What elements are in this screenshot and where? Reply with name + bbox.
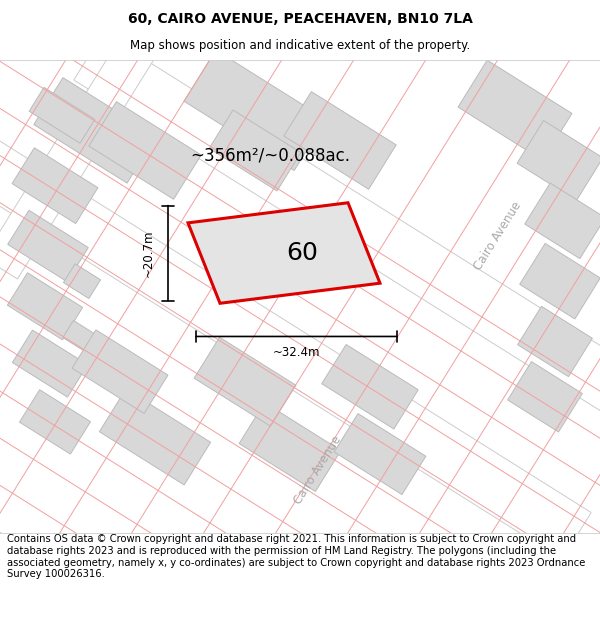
Polygon shape bbox=[334, 414, 426, 494]
Polygon shape bbox=[74, 33, 600, 559]
Text: 60: 60 bbox=[286, 241, 318, 265]
Polygon shape bbox=[12, 148, 98, 224]
Polygon shape bbox=[100, 389, 211, 485]
Polygon shape bbox=[209, 110, 301, 191]
Polygon shape bbox=[188, 202, 380, 303]
Polygon shape bbox=[7, 272, 83, 340]
Text: ~32.4m: ~32.4m bbox=[273, 346, 320, 359]
Polygon shape bbox=[508, 362, 583, 432]
Polygon shape bbox=[63, 321, 97, 352]
Text: ~356m²/~0.088ac.: ~356m²/~0.088ac. bbox=[190, 146, 350, 164]
Polygon shape bbox=[194, 338, 296, 426]
Text: Cairo Avenue: Cairo Avenue bbox=[292, 434, 344, 507]
Polygon shape bbox=[29, 88, 95, 143]
Polygon shape bbox=[517, 121, 600, 201]
Polygon shape bbox=[0, 2, 176, 279]
Polygon shape bbox=[284, 92, 396, 189]
Polygon shape bbox=[19, 390, 91, 454]
Text: Map shows position and indicative extent of the property.: Map shows position and indicative extent… bbox=[130, 39, 470, 51]
Polygon shape bbox=[458, 60, 572, 161]
Polygon shape bbox=[13, 330, 88, 397]
Polygon shape bbox=[520, 243, 600, 319]
Polygon shape bbox=[322, 344, 418, 429]
Text: Cairo Avenue: Cairo Avenue bbox=[472, 199, 524, 272]
Polygon shape bbox=[184, 50, 326, 171]
Polygon shape bbox=[239, 402, 341, 491]
Polygon shape bbox=[34, 78, 156, 183]
Text: 60, CAIRO AVENUE, PEACEHAVEN, BN10 7LA: 60, CAIRO AVENUE, PEACEHAVEN, BN10 7LA bbox=[128, 12, 472, 26]
Text: Contains OS data © Crown copyright and database right 2021. This information is : Contains OS data © Crown copyright and d… bbox=[7, 534, 586, 579]
Polygon shape bbox=[89, 102, 201, 199]
Polygon shape bbox=[72, 330, 168, 414]
Polygon shape bbox=[525, 183, 600, 259]
Polygon shape bbox=[8, 210, 88, 282]
Polygon shape bbox=[518, 306, 592, 377]
Text: ~20.7m: ~20.7m bbox=[142, 229, 155, 277]
Polygon shape bbox=[64, 264, 101, 299]
Polygon shape bbox=[0, 33, 591, 559]
